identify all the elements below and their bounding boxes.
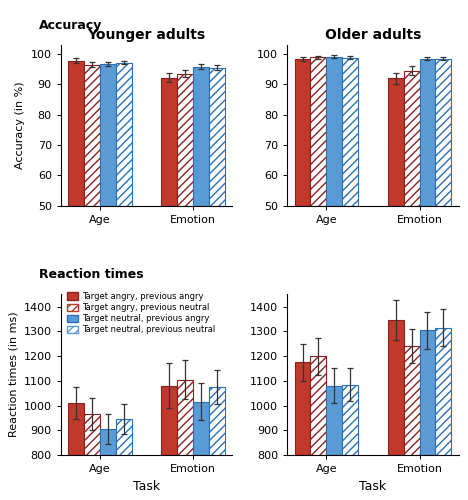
X-axis label: Task: Task xyxy=(133,480,160,492)
Bar xyxy=(388,320,404,455)
Bar xyxy=(419,58,435,206)
Y-axis label: Reaction times (in ms): Reaction times (in ms) xyxy=(8,312,18,438)
Bar xyxy=(326,56,342,206)
Bar xyxy=(84,414,100,455)
Text: Reaction times: Reaction times xyxy=(38,268,143,281)
Bar xyxy=(193,402,209,455)
Bar xyxy=(100,64,116,206)
Bar xyxy=(295,60,310,206)
Bar xyxy=(100,429,116,455)
Bar xyxy=(84,64,100,206)
Bar xyxy=(388,78,404,206)
Bar xyxy=(209,68,225,206)
Bar xyxy=(342,58,358,206)
Y-axis label: Accuracy (in %): Accuracy (in %) xyxy=(15,82,25,169)
Bar xyxy=(310,356,326,455)
Bar xyxy=(419,330,435,455)
Legend: Target angry, previous angry, Target angry, previous neutral, Target neutral, pr: Target angry, previous angry, Target ang… xyxy=(65,290,218,336)
Bar xyxy=(116,62,132,206)
X-axis label: Task: Task xyxy=(359,480,387,492)
Bar xyxy=(193,67,209,206)
Bar xyxy=(342,384,358,455)
Title: Older adults: Older adults xyxy=(325,28,421,42)
Bar xyxy=(68,403,84,455)
Bar xyxy=(161,78,177,206)
Bar xyxy=(116,419,132,455)
Bar xyxy=(295,362,310,455)
Title: Younger adults: Younger adults xyxy=(88,28,205,42)
Bar xyxy=(435,58,451,206)
Bar xyxy=(177,74,193,206)
Bar xyxy=(310,57,326,206)
Bar xyxy=(404,346,419,455)
Bar xyxy=(404,71,419,206)
Bar xyxy=(161,386,177,455)
Bar xyxy=(68,61,84,206)
Bar xyxy=(209,387,225,455)
Bar xyxy=(177,380,193,455)
Text: Accuracy: Accuracy xyxy=(38,19,102,32)
Bar xyxy=(435,328,451,455)
Bar xyxy=(326,386,342,455)
